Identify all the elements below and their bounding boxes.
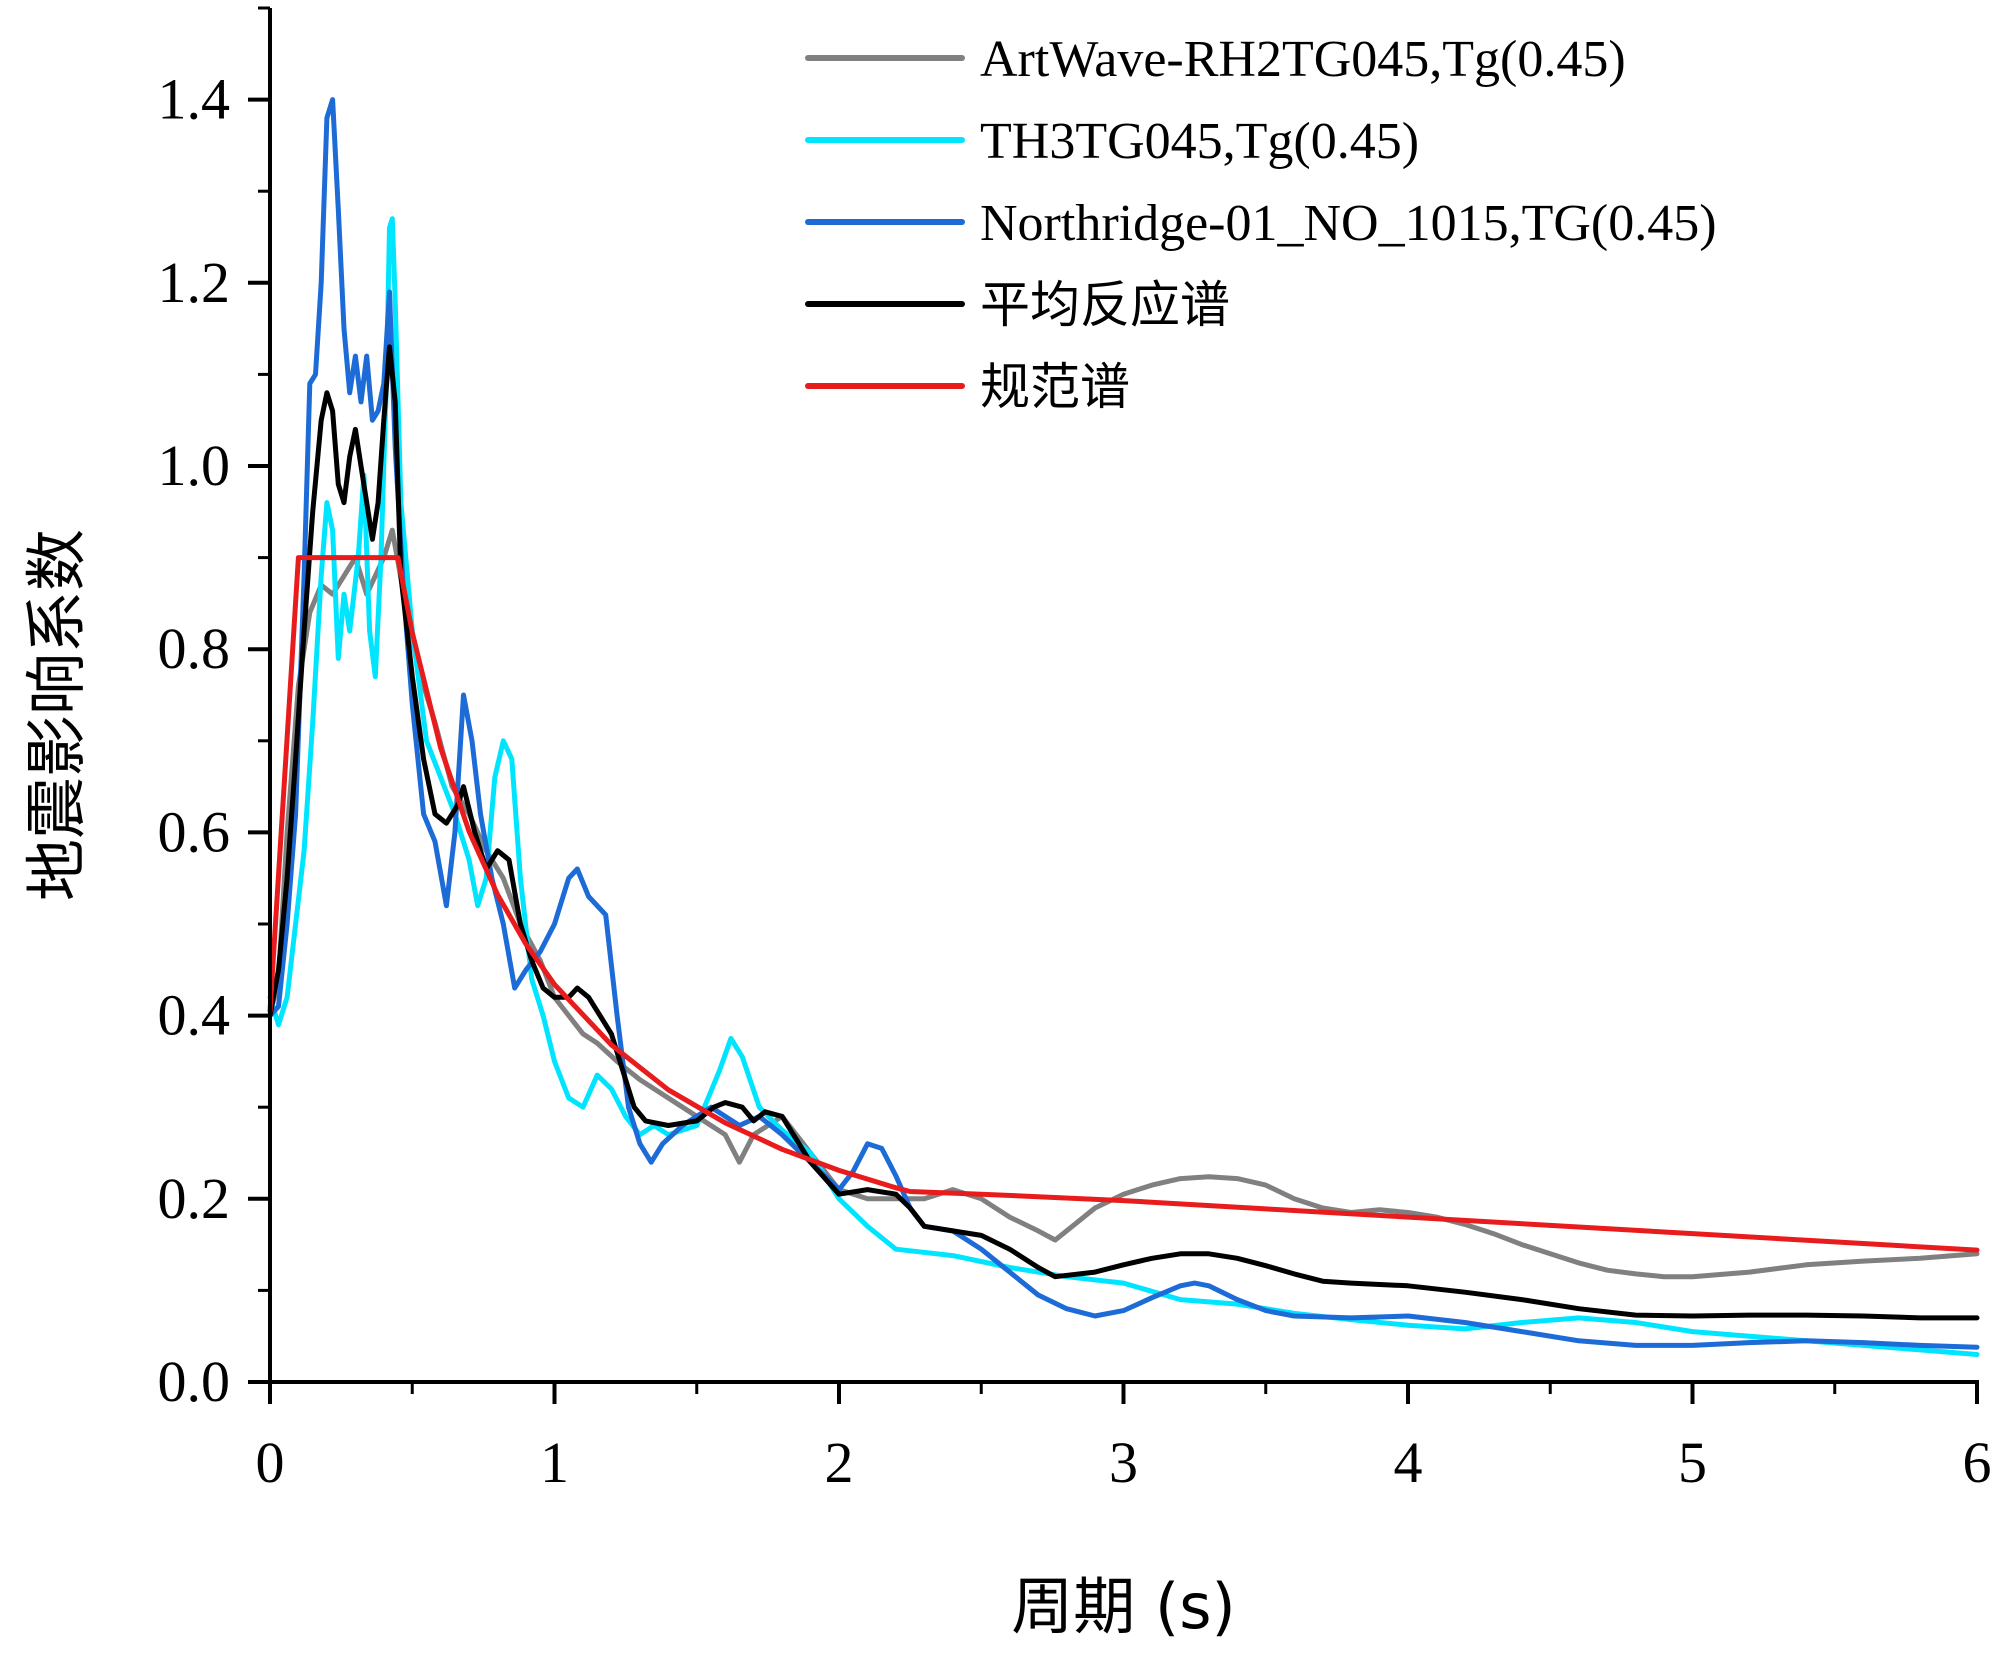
y-tick-label: 0.0	[158, 1349, 231, 1414]
legend: ArtWave-RH2TG045,Tg(0.45) TH3TG045,Tg(0.4…	[805, 31, 1717, 416]
legend-label: TH3TG045,Tg(0.45)	[980, 113, 1419, 170]
series-line-5	[267, 555, 1980, 1253]
x-tick-label: 0	[256, 1430, 285, 1495]
x-tick-label: 2	[825, 1430, 854, 1495]
x-tick-label: 3	[1109, 1430, 1138, 1495]
y-tick-label: 1.2	[158, 250, 231, 315]
x-tick-label: 5	[1678, 1430, 1707, 1495]
legend-label: 规范谱	[980, 358, 1130, 416]
x-axis-title: 周期 (s)	[1011, 1570, 1235, 1643]
legend-label: Northridge-01_NO_1015,TG(0.45)	[980, 195, 1717, 252]
series-line-1	[267, 527, 1980, 1280]
ticks: 0 1 2 3 4 5 6 0.0 0.2 0.4 0.6 0.8 1.0 1.2 1.4	[158, 6, 1992, 1495]
y-tick-label: 0.4	[158, 983, 231, 1048]
x-tick-label: 6	[1963, 1430, 1992, 1495]
y-axis-title: 地震影响系数	[20, 529, 93, 901]
x-tick-label: 1	[540, 1430, 569, 1495]
legend-label: ArtWave-RH2TG045,Tg(0.45)	[980, 31, 1626, 88]
series-line-3	[267, 97, 1980, 1350]
y-tick-label: 0.2	[158, 1166, 231, 1231]
y-tick-label: 0.6	[158, 799, 231, 864]
y-tick-label: 1.4	[158, 67, 231, 132]
y-tick-label: 1.0	[158, 433, 231, 498]
series-line-4	[267, 344, 1980, 1321]
x-tick-label: 4	[1394, 1430, 1423, 1495]
y-tick-label: 0.8	[158, 616, 231, 681]
series-layer	[267, 97, 1980, 1357]
legend-label: 平均反应谱	[980, 276, 1230, 334]
